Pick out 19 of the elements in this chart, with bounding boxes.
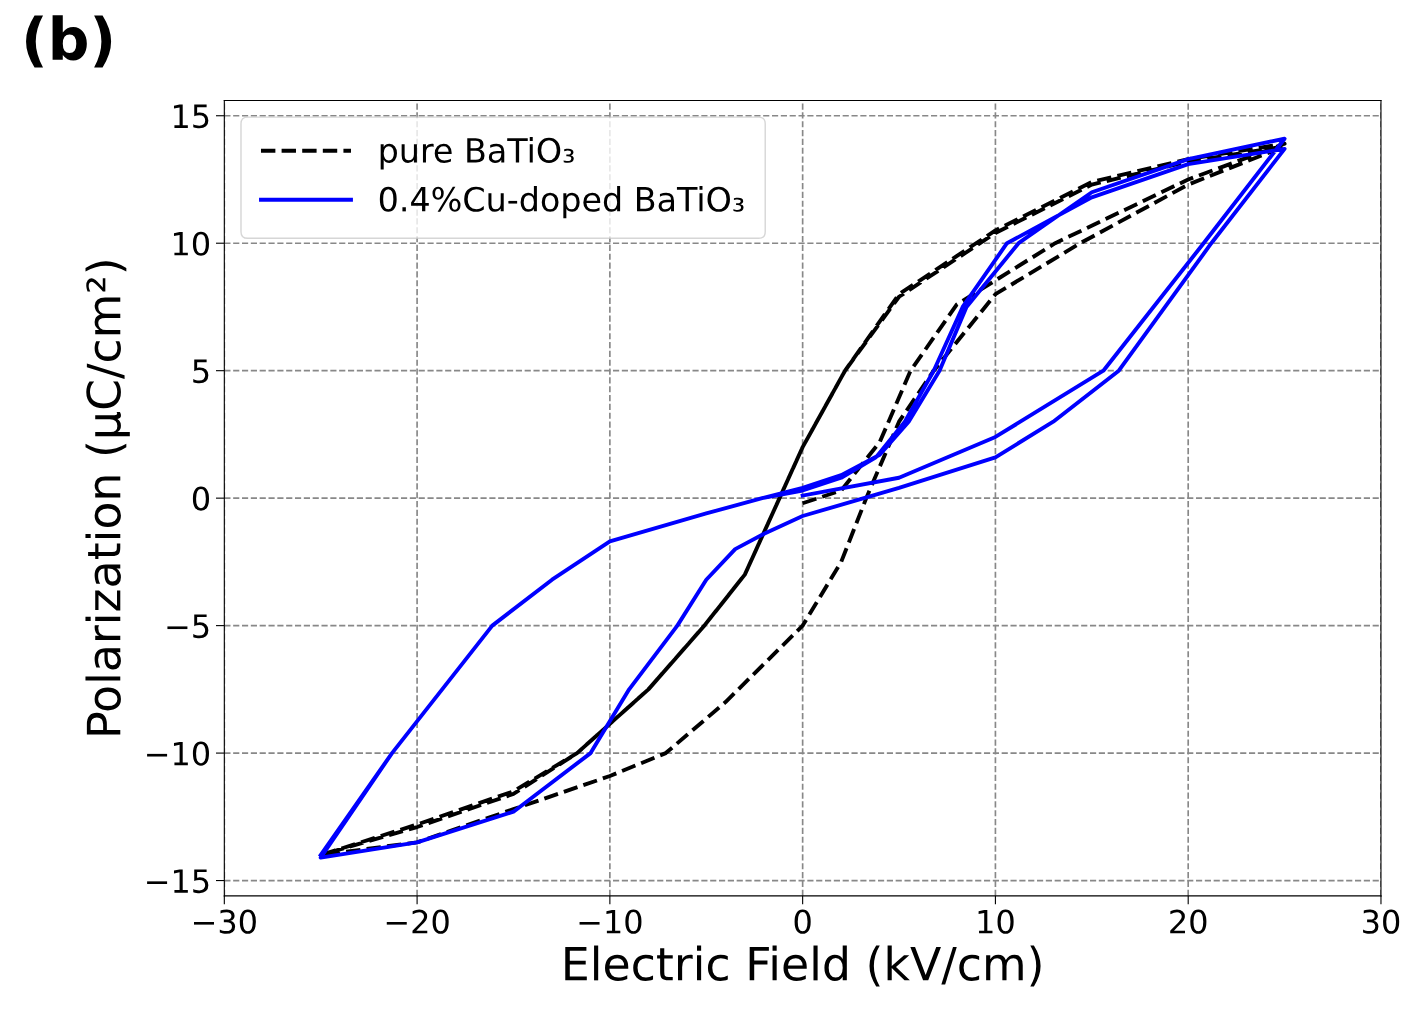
x-axis-title: Electric Field (kV/cm): [565, 945, 1041, 987]
x-tick-label: 10: [978, 909, 1014, 934]
x-tick-label: 30: [1363, 909, 1400, 934]
y-tick-label: 5: [193, 359, 209, 384]
x-tick-label: 20: [1170, 909, 1207, 934]
y-tick-label: −5: [167, 614, 209, 639]
y-axis-title: Polarization (μC/cm²): [85, 261, 130, 735]
text: (b): [26, 15, 112, 68]
y-tick-label: −10: [147, 741, 209, 766]
x-tick-label: −30: [194, 909, 256, 934]
x-tick-label: 0: [794, 909, 811, 934]
x-tick-label: −20: [386, 909, 449, 934]
y-tick-label: 10: [173, 231, 209, 256]
y-tick-label: 15: [173, 104, 209, 129]
y-tick-label: 0: [192, 486, 209, 511]
x-tick-label: −10: [579, 909, 642, 934]
legend-label: 0.4%Cu-doped BaTiO₃: [379, 186, 744, 219]
y-tick-label: −15: [147, 869, 209, 894]
legend-label: pure BaTiO₃: [380, 137, 574, 170]
